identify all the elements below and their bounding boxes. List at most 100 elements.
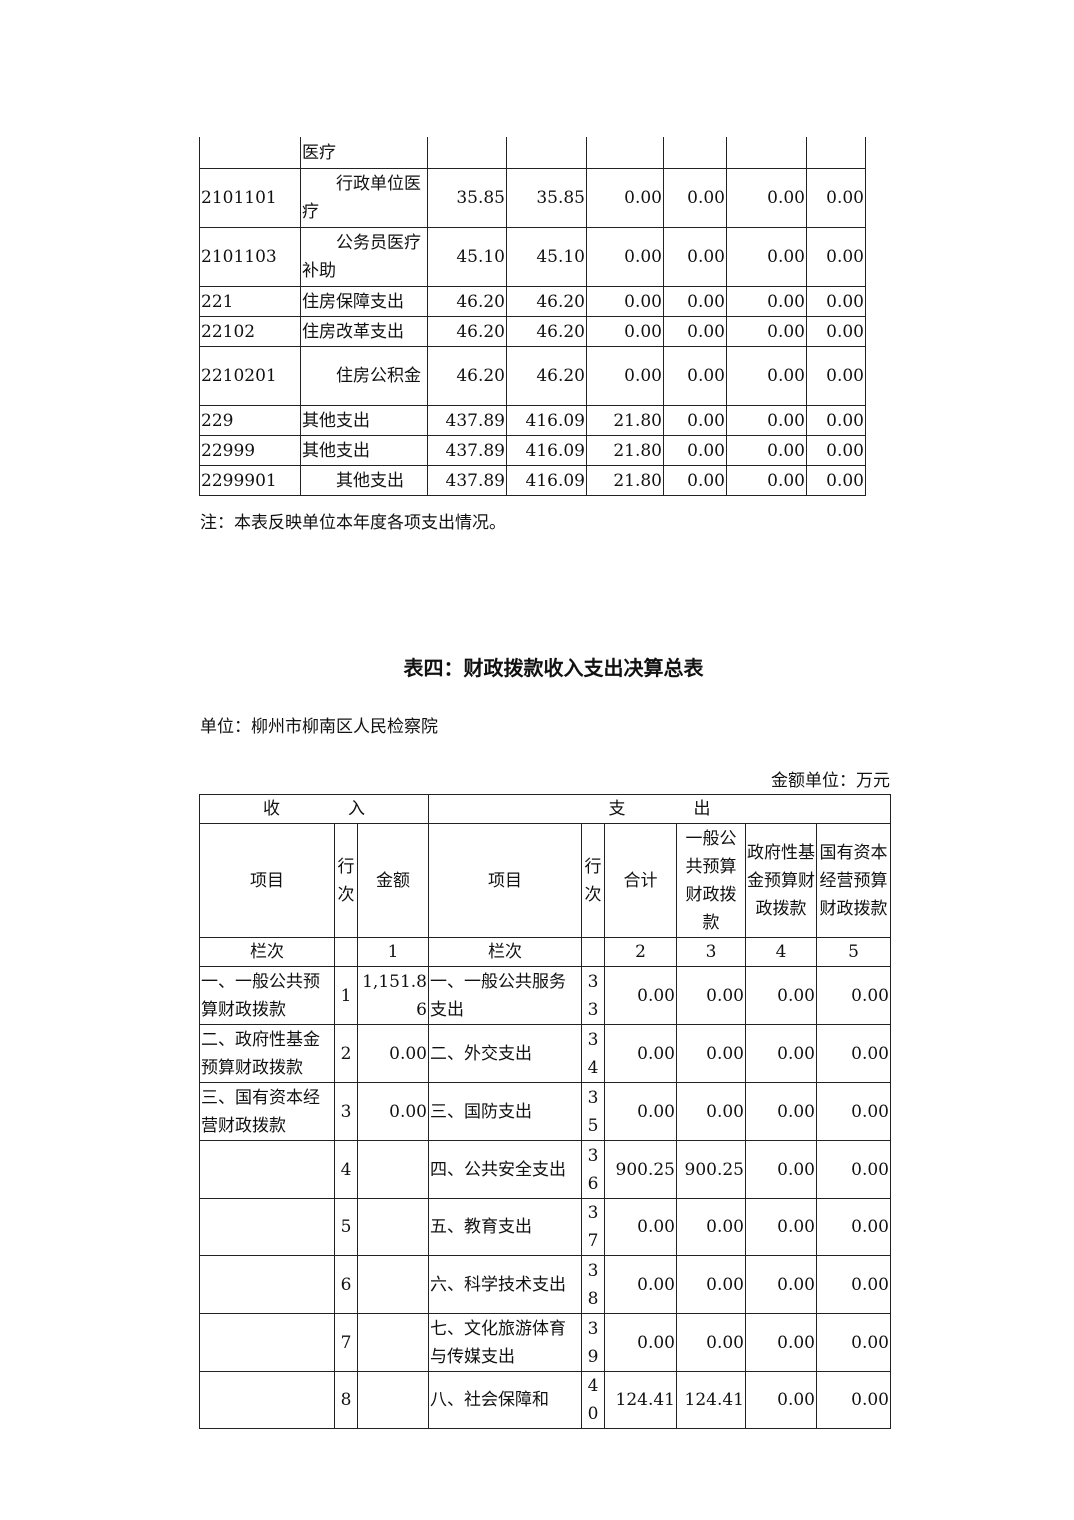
amount-cell: 0.00: [586, 316, 664, 347]
amount-cell: 0.00: [586, 168, 664, 228]
income-amount: [357, 1140, 429, 1199]
income-amount: [357, 1198, 429, 1256]
amount-cell: 46.20: [427, 316, 507, 347]
item-name: 住房改革支出: [300, 316, 428, 347]
amount-cell: 0.00: [663, 465, 727, 496]
column-index-row: 栏次 1 栏次 2 3 4 5: [199, 937, 891, 967]
table-row: 22999 其他支出 437.89 416.09 21.80 0.00 0.00 0.00: [199, 435, 866, 466]
table-row: 229 其他支出 437.89 416.09 21.80 0.00 0.00 0.00: [199, 405, 866, 436]
column-index: 2: [604, 937, 677, 967]
amount-cell: 0.00: [806, 346, 866, 406]
expense-item: 二、外交支出: [428, 1024, 582, 1083]
column-header: 一般公共预算财政拨款: [676, 823, 746, 938]
income-amount: 0.00: [357, 1024, 429, 1083]
amount-cell: 0.00: [806, 227, 866, 287]
amount-cell: 0.00: [586, 286, 664, 317]
item-name: 公务员医疗补助: [300, 227, 428, 287]
item-name: 医疗: [300, 137, 428, 169]
table-row: 22102 住房改革支出 46.20 46.20 0.00 0.00 0.00 0.00: [199, 316, 866, 347]
item-name: 住房保障支出: [300, 286, 428, 317]
amount-cell: 0.00: [726, 346, 807, 406]
expense-amount: 0.00: [816, 1024, 891, 1083]
expense-amount: 0.00: [676, 1082, 746, 1141]
income-item: [199, 1255, 335, 1314]
amount-cell: 0.00: [663, 227, 727, 287]
amount-cell: 21.80: [586, 465, 664, 496]
expense-amount: 0.00: [604, 1198, 677, 1256]
expense-line-no: 33: [581, 966, 605, 1025]
amount-cell: 21.80: [586, 435, 664, 466]
amount-cell: 416.09: [506, 435, 587, 466]
income-line-no: 2: [334, 1024, 358, 1083]
income-amount: 0.00: [357, 1082, 429, 1141]
table-row: 三、国有资本经营财政拨款 3 0.00 三、国防支出 35 0.00 0.00 0.00 0.0…: [199, 1082, 891, 1141]
income-line-no: 7: [334, 1313, 358, 1372]
amount-cell: 0.00: [806, 435, 866, 466]
amount-cell: 416.09: [506, 465, 587, 496]
amount-cell: 0.00: [726, 168, 807, 228]
table-row: 医疗: [199, 137, 866, 169]
amount-cell: 0.00: [806, 405, 866, 436]
expense-amount: 900.25: [676, 1140, 746, 1199]
income-item: [199, 1313, 335, 1372]
expense-amount: 0.00: [676, 966, 746, 1025]
income-item: [199, 1371, 335, 1429]
table-row: 一、一般公共预算财政拨款 1 1,151.86 一、一般公共服务支出 33 0.00 0.0…: [199, 966, 891, 1025]
expense-amount: 0.00: [604, 1024, 677, 1083]
table-row: 2101101 行政单位医疗 35.85 35.85 0.00 0.00 0.00 0.00: [199, 168, 866, 228]
amount-cell: 46.20: [427, 286, 507, 317]
amount-cell: 0.00: [663, 405, 727, 436]
expense-amount: 0.00: [816, 1198, 891, 1256]
column-header: 行次: [581, 823, 605, 938]
amount-cell: 437.89: [427, 435, 507, 466]
amount-cell: 35.85: [506, 168, 587, 228]
expense-item: 一、一般公共服务支出: [428, 966, 582, 1025]
expense-amount: 0.00: [816, 1140, 891, 1199]
column-index: [334, 937, 358, 967]
amount-unit-label: 金额单位：万元: [771, 771, 890, 791]
expense-amount: 124.41: [604, 1371, 677, 1429]
item-code: 2299901: [199, 465, 301, 496]
item-name: 住房公积金: [300, 346, 428, 406]
item-code: 2101101: [199, 168, 301, 228]
fiscal-appropriation-summary-table: 收 入 支 出 项目 行次 金额 项目 行次 合计 一般公共预算财政拨款 政府性基金预算财政拨…: [199, 794, 891, 1429]
table-row: 2210201 住房公积金 46.20 46.20 0.00 0.00 0.00 0.00: [199, 346, 866, 406]
income-line-no: 6: [334, 1255, 358, 1314]
column-header: 国有资本经营预算财政拨款: [816, 823, 891, 938]
expense-amount: 0.00: [745, 1082, 817, 1141]
expense-amount: 0.00: [745, 966, 817, 1025]
amount-cell: [586, 137, 664, 169]
expense-item: 四、公共安全支出: [428, 1140, 582, 1199]
item-code: 22999: [199, 435, 301, 466]
column-header: 金额: [357, 823, 429, 938]
expense-amount: 0.00: [745, 1140, 817, 1199]
table-row: 二、政府性基金预算财政拨款 2 0.00 二、外交支出 34 0.00 0.00 0.00 0.…: [199, 1024, 891, 1083]
table-row: 4 四、公共安全支出 36 900.25 900.25 0.00 0.00: [199, 1140, 891, 1199]
amount-cell: 0.00: [726, 286, 807, 317]
income-amount: 1,151.86: [357, 966, 429, 1025]
amount-cell: 0.00: [726, 465, 807, 496]
column-index: 3: [676, 937, 746, 967]
amount-cell: [663, 137, 727, 169]
amount-cell: 0.00: [663, 168, 727, 228]
header-group-row: 收 入 支 出: [199, 794, 891, 824]
item-name: 其他支出: [300, 465, 428, 496]
amount-cell: 0.00: [586, 227, 664, 287]
item-code: 22102: [199, 316, 301, 347]
table-row: 2299901 其他支出 437.89 416.09 21.80 0.00 0.00 0.00: [199, 465, 866, 496]
item-code: 229: [199, 405, 301, 436]
income-line-no: 8: [334, 1371, 358, 1429]
column-index: 5: [816, 937, 891, 967]
amount-cell: 45.10: [506, 227, 587, 287]
income-item: [199, 1198, 335, 1256]
amount-cell: 0.00: [726, 316, 807, 347]
income-header: 收 入: [199, 794, 429, 824]
column-index: [581, 937, 605, 967]
column-header: 项目: [428, 823, 582, 938]
expense-line-no: 40: [581, 1371, 605, 1429]
column-index: 4: [745, 937, 817, 967]
amount-cell: 0.00: [663, 316, 727, 347]
amount-cell: 0.00: [663, 286, 727, 317]
expense-amount: 0.00: [676, 1313, 746, 1372]
